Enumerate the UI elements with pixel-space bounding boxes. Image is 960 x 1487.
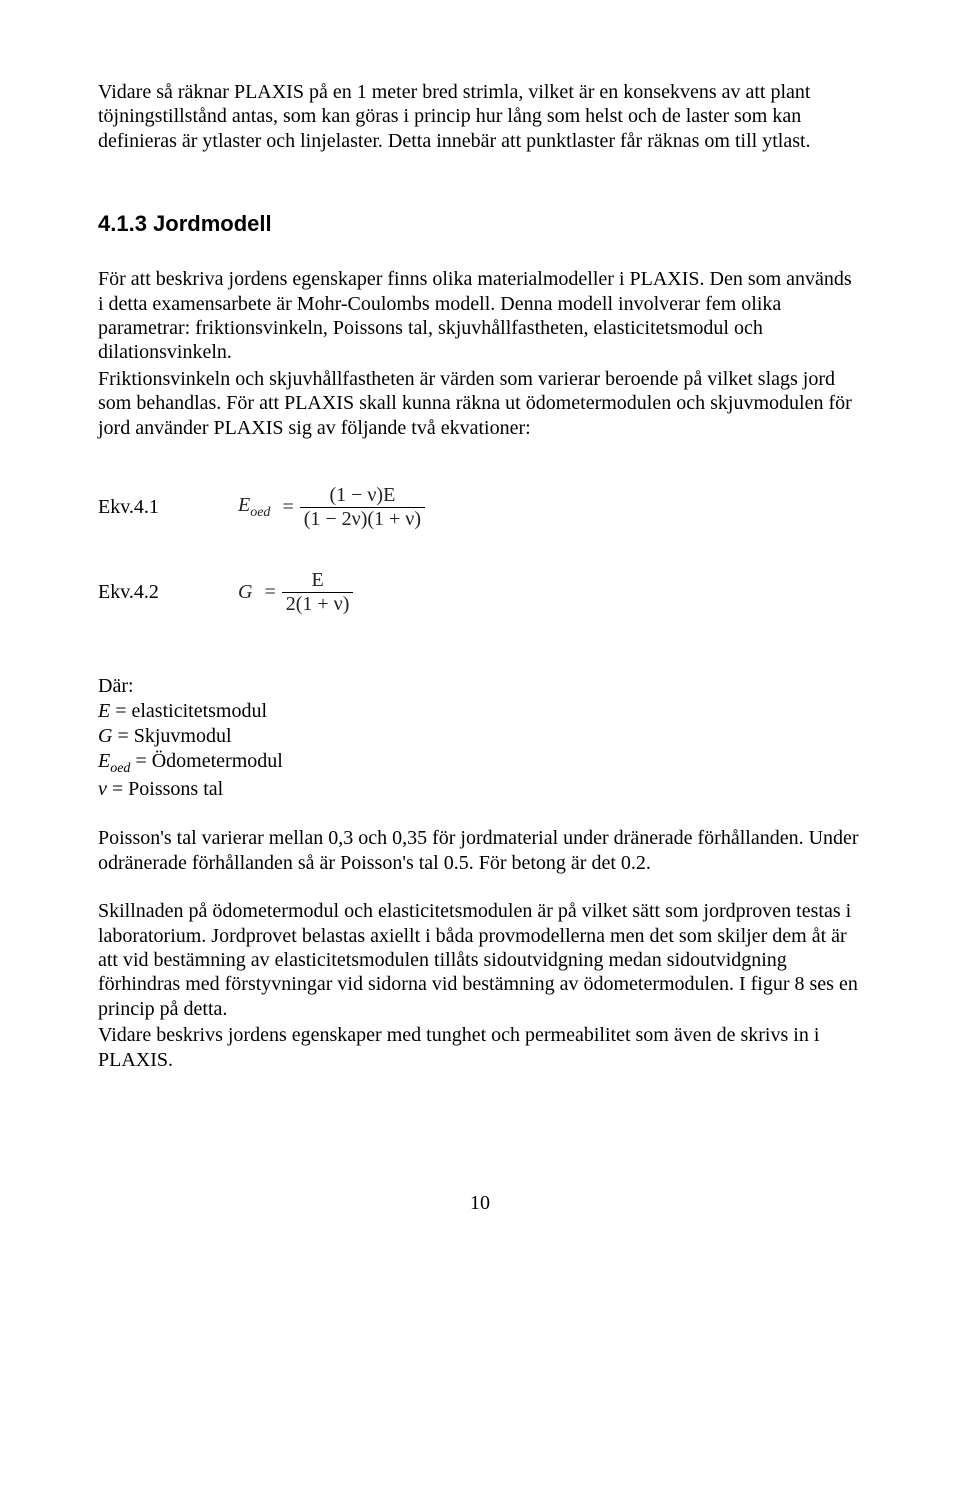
paragraph-4: Poisson's tal varierar mellan 0,3 och 0,… — [98, 826, 862, 875]
equation-1-row: Ekv.4.1 Eoed = (1 − ν)E (1 − 2ν)(1 + ν) — [98, 484, 862, 531]
paragraph-5: Skillnaden på ödometermodul och elastici… — [98, 899, 862, 1021]
equation-2: G = E 2(1 + ν) — [238, 569, 353, 616]
heading-4-1-3: 4.1.3 Jordmodell — [98, 211, 862, 237]
where-row: ν = Poissons tal — [98, 777, 862, 802]
page-number: 10 — [98, 1192, 862, 1215]
paragraph-3: Friktionsvinkeln och skjuvhållfastheten … — [98, 367, 862, 440]
equation-2-label: Ekv.4.2 — [98, 581, 238, 604]
equation-1: Eoed = (1 − ν)E (1 − 2ν)(1 + ν) — [238, 484, 425, 531]
page: Vidare så räknar PLAXIS på en 1 meter br… — [0, 0, 960, 1275]
where-label: Där: — [98, 674, 862, 699]
equation-1-label: Ekv.4.1 — [98, 496, 238, 519]
paragraph-2: För att beskriva jordens egenskaper finn… — [98, 267, 862, 365]
where-row: Eoed = Ödometermodul — [98, 749, 862, 778]
equation-2-row: Ekv.4.2 G = E 2(1 + ν) — [98, 569, 862, 616]
where-row: E = elasticitetsmodul — [98, 699, 862, 724]
paragraph-1: Vidare så räknar PLAXIS på en 1 meter br… — [98, 80, 862, 153]
where-list: Där: E = elasticitetsmodul G = Skjuvmodu… — [98, 674, 862, 803]
paragraph-6: Vidare beskrivs jordens egenskaper med t… — [98, 1023, 862, 1072]
where-row: G = Skjuvmodul — [98, 724, 862, 749]
